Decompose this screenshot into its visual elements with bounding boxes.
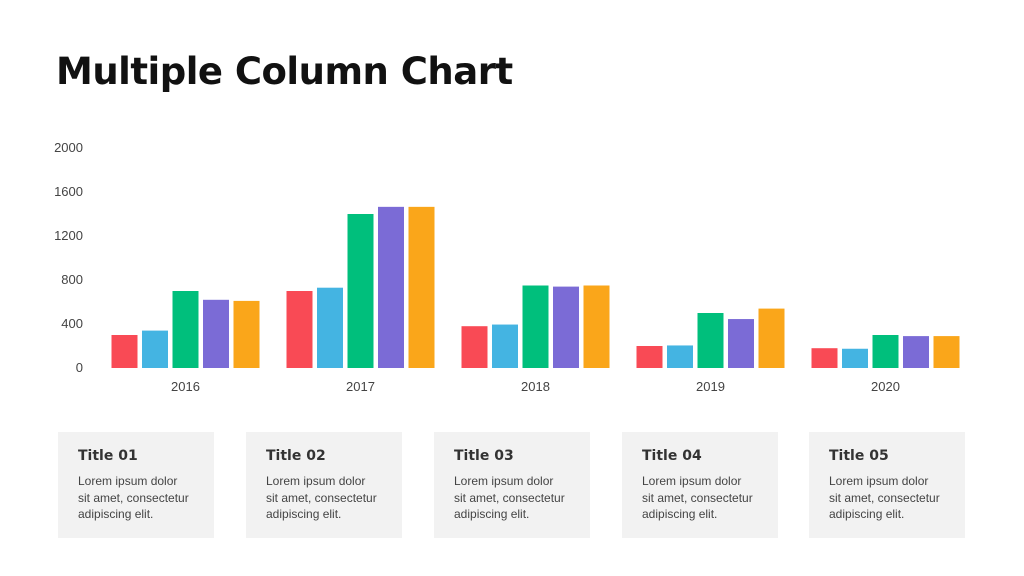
bar	[933, 336, 960, 368]
bar	[728, 319, 754, 368]
bar	[461, 326, 488, 368]
y-tick-label: 400	[61, 316, 83, 331]
bar	[233, 300, 260, 368]
bar	[347, 214, 374, 368]
bar	[583, 285, 610, 368]
bar	[522, 285, 549, 368]
bar	[492, 324, 518, 368]
page-title: Multiple Column Chart	[56, 50, 513, 93]
x-tick-label: 2020	[871, 379, 900, 394]
bar	[553, 286, 579, 368]
x-tick-label: 2018	[521, 379, 550, 394]
x-tick-label: 2016	[171, 379, 200, 394]
bar	[636, 346, 663, 368]
x-tick-label: 2019	[696, 379, 725, 394]
bar	[667, 345, 693, 368]
bar	[172, 291, 199, 368]
bar	[378, 206, 404, 368]
bar	[286, 291, 313, 368]
x-tick-label: 2017	[346, 379, 375, 394]
bar	[203, 299, 229, 368]
y-tick-label: 1200	[54, 228, 83, 243]
bar	[811, 348, 838, 368]
bar	[842, 348, 868, 368]
bar	[111, 335, 138, 368]
y-tick-label: 0	[76, 360, 83, 375]
y-tick-label: 1600	[54, 184, 83, 199]
y-tick-label: 2000	[54, 140, 83, 155]
bar	[903, 336, 929, 368]
bar	[317, 287, 343, 368]
bar	[142, 330, 168, 368]
bar	[697, 313, 724, 368]
bar	[758, 308, 785, 368]
bar	[872, 335, 899, 368]
bar	[408, 206, 435, 368]
y-tick-label: 800	[61, 272, 83, 287]
